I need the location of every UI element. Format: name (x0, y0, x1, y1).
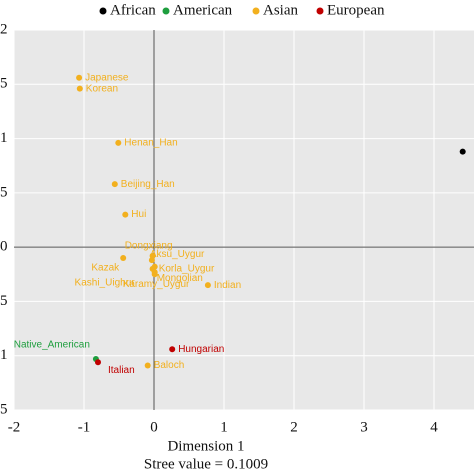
point-label: Hungarian (178, 344, 224, 355)
point-label: Kazak (91, 263, 120, 274)
point (95, 359, 101, 366)
y-tick-label: 5 (0, 401, 8, 417)
legend-marker (99, 7, 107, 15)
legend-marker (252, 7, 260, 15)
legend-label: Asian (263, 2, 298, 18)
point-label: Korla_Uygur (159, 263, 215, 274)
point (122, 211, 129, 218)
x-tick-label: -1 (78, 419, 91, 435)
x-tick-label: 4 (430, 419, 438, 435)
y-tick-label: 5 (0, 293, 8, 309)
point-label: Hui (131, 209, 146, 220)
legend-label: African (110, 2, 156, 18)
point-label: Native_American (14, 340, 90, 351)
x-axis-label: Dimension 1 (167, 438, 244, 454)
legend-marker (162, 7, 170, 15)
point (151, 271, 158, 278)
point-label: Kashi_Uighur (75, 277, 136, 288)
point (115, 139, 122, 146)
point-label: Dongxiang (125, 240, 173, 251)
point-label: Mongolian (157, 273, 203, 284)
point (148, 257, 155, 264)
point-label: Japanese (85, 72, 129, 83)
x-tick-label: -2 (8, 419, 21, 435)
point-label: Italian (108, 365, 135, 376)
point (76, 85, 83, 92)
point (144, 362, 151, 369)
point (76, 74, 83, 81)
y-tick-label: 0 (0, 239, 8, 255)
x-tick-label: 2 (290, 419, 298, 435)
y-tick-label: 1 (0, 130, 8, 146)
x-tick-label: 0 (150, 419, 158, 435)
point-label: Korean (86, 83, 118, 94)
point-label: Henan_Han (124, 138, 177, 149)
point-label: Indian (214, 280, 241, 291)
point (111, 181, 118, 188)
legend-label: European (327, 2, 385, 18)
point-label: Aksu_Uygur (150, 249, 205, 260)
point (204, 282, 211, 289)
legend-marker (316, 7, 324, 15)
y-tick-label: 2 (0, 21, 8, 37)
point (151, 263, 158, 270)
point (459, 148, 466, 155)
y-tick-label: 5 (0, 184, 8, 200)
point-label: Baloch (154, 360, 185, 371)
point (120, 255, 127, 261)
point-label: Beijing_Han (121, 179, 175, 190)
y-tick-label: 5 (0, 76, 8, 92)
subtitle: Stree value = 0.1009 (144, 456, 268, 472)
legend-label: American (173, 2, 233, 18)
y-tick-label: 1 (0, 347, 8, 363)
point (169, 346, 176, 353)
x-tick-label: 1 (220, 419, 228, 435)
plot-area (14, 30, 474, 410)
point-label: Karamy_Uygur (123, 279, 190, 290)
x-tick-label: 3 (360, 419, 368, 435)
